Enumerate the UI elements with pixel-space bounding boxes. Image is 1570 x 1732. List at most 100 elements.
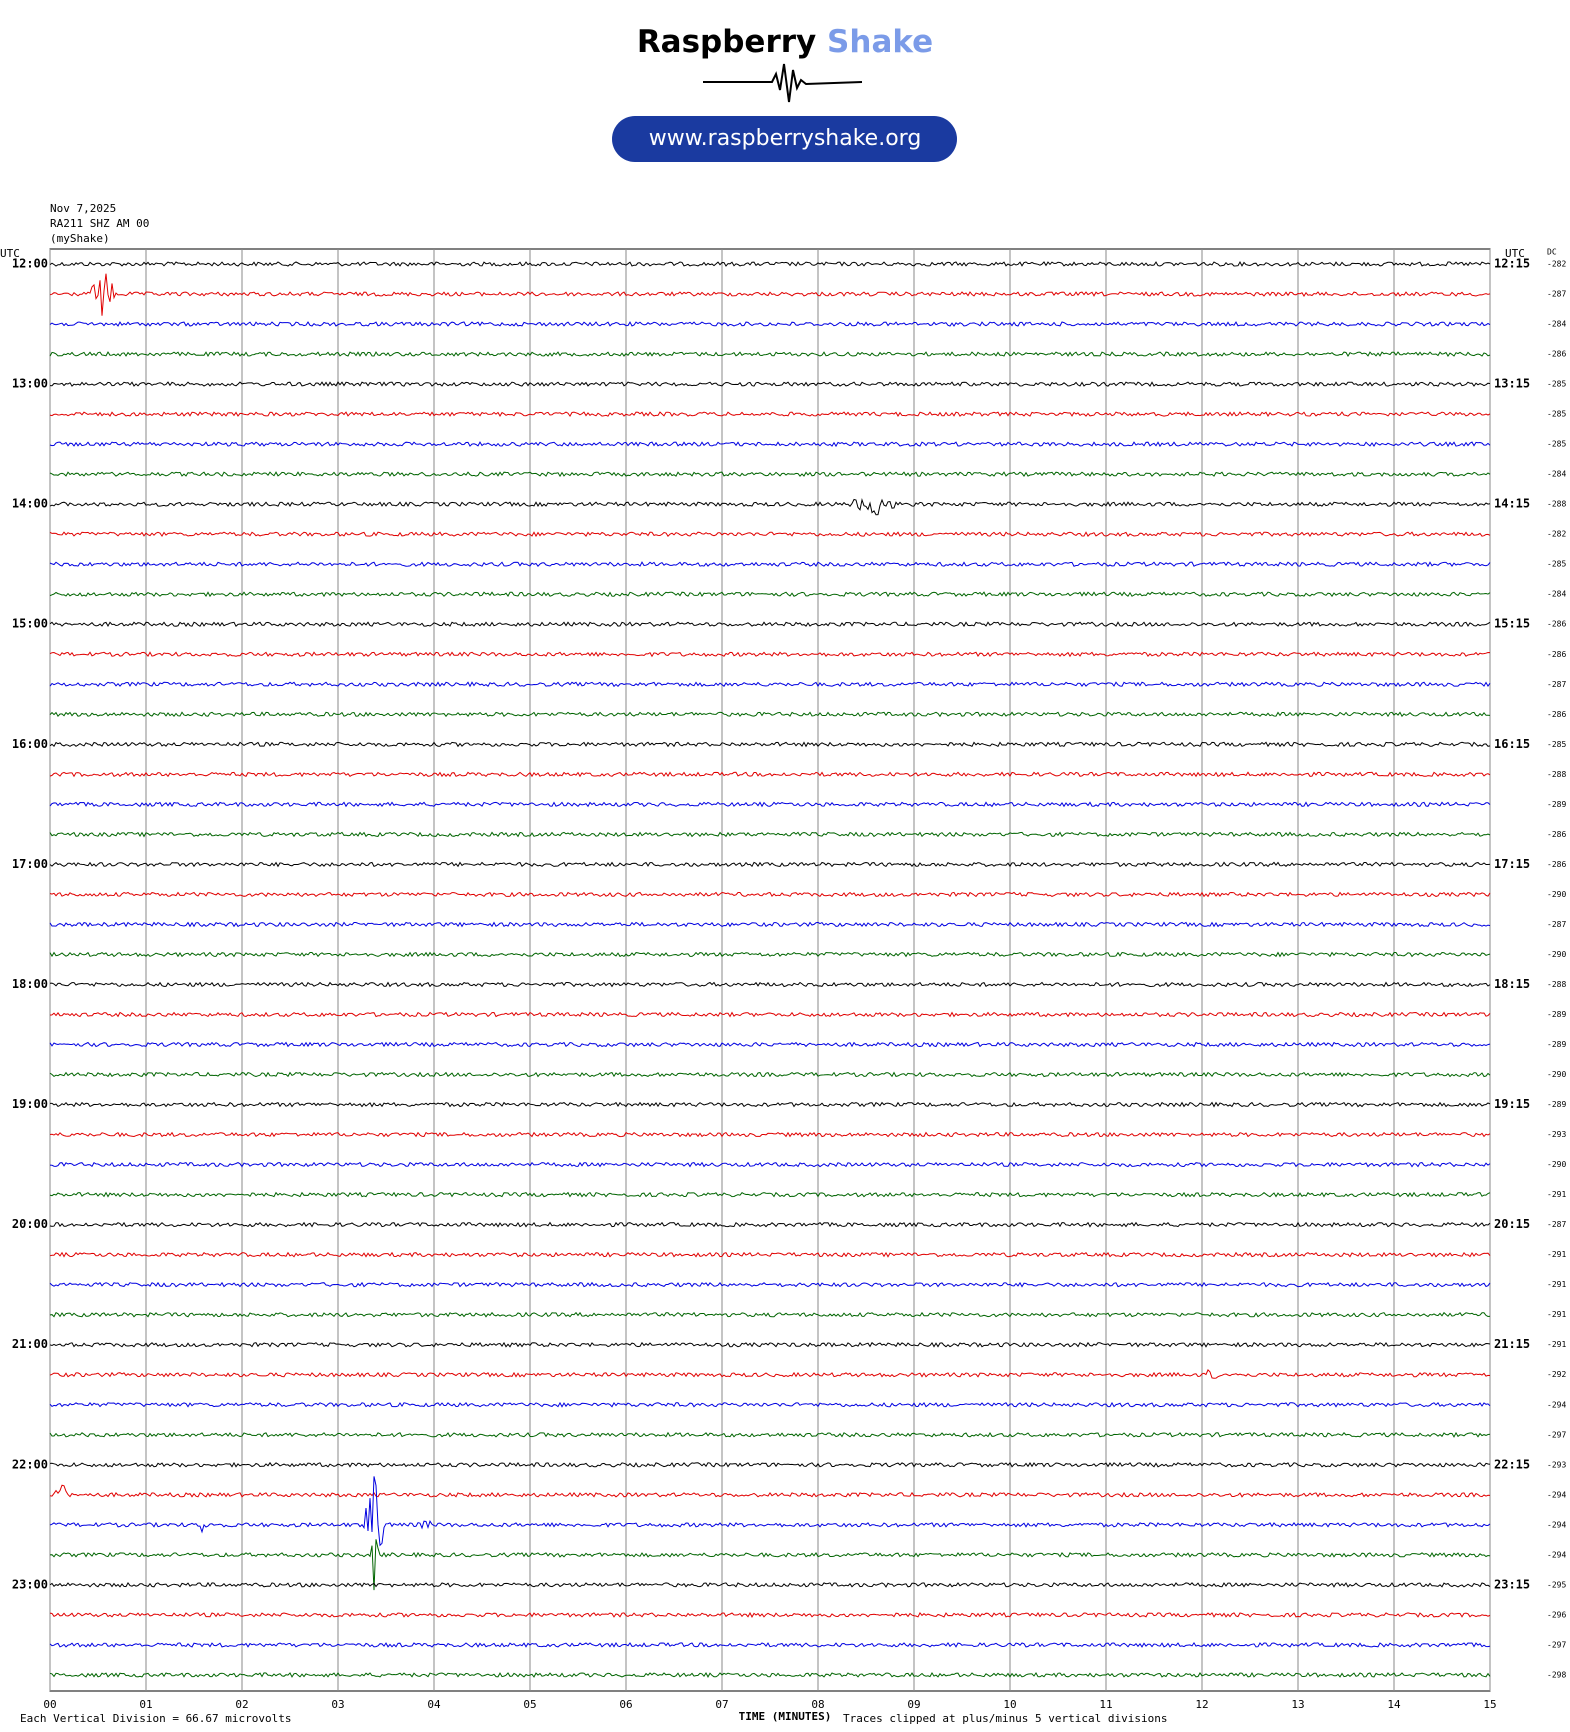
dc-title: DC xyxy=(1547,248,1557,257)
trace xyxy=(49,321,1491,327)
dc-value: -298 xyxy=(1547,1670,1566,1679)
dc-value: -285 xyxy=(1547,440,1566,449)
clip-note: Traces clipped at plus/minus 5 vertical … xyxy=(843,1712,1168,1725)
trace xyxy=(49,681,1491,688)
dc-value: -285 xyxy=(1547,380,1566,389)
hour-label: 15:00 xyxy=(12,617,48,631)
trace xyxy=(49,711,1491,718)
logo-wave xyxy=(703,63,863,103)
trace xyxy=(49,441,1491,448)
dc-value: -288 xyxy=(1547,980,1566,989)
trace xyxy=(49,411,1491,418)
hour-label-right: 12:15 xyxy=(1494,257,1530,271)
hour-label-right: 17:15 xyxy=(1494,857,1530,871)
hour-label-right: 16:15 xyxy=(1494,737,1530,751)
x-tick-label: 02 xyxy=(235,1698,248,1711)
trace xyxy=(49,1341,1491,1348)
trace xyxy=(49,861,1491,868)
trace xyxy=(49,498,1491,516)
hour-label: 18:00 xyxy=(12,977,48,991)
trace xyxy=(49,591,1491,598)
trace xyxy=(49,561,1491,568)
trace xyxy=(49,1461,1491,1468)
dc-value: -295 xyxy=(1547,1580,1566,1589)
trace xyxy=(49,891,1491,898)
hour-label: 20:00 xyxy=(12,1217,48,1231)
url[interactable]: www.raspberryshake.org xyxy=(649,126,922,151)
trace xyxy=(49,1281,1491,1288)
dc-value: -285 xyxy=(1547,410,1566,419)
trace xyxy=(49,1311,1491,1318)
left-axis-title: UTC xyxy=(0,247,20,260)
hour-label-right: 21:15 xyxy=(1494,1337,1530,1351)
dc-value: -286 xyxy=(1547,830,1566,839)
trace xyxy=(49,771,1491,778)
hour-label: 17:00 xyxy=(12,857,48,871)
trace xyxy=(49,1581,1491,1588)
dc-value: -284 xyxy=(1547,590,1566,599)
x-axis-title: TIME (MINUTES) xyxy=(739,1710,832,1723)
hour-label-right: 18:15 xyxy=(1494,977,1530,991)
hour-label: 16:00 xyxy=(12,737,48,751)
trace xyxy=(49,1431,1491,1438)
trace xyxy=(49,981,1491,988)
x-tick-label: 13 xyxy=(1291,1698,1304,1711)
trace xyxy=(49,741,1491,748)
dc-value: -290 xyxy=(1547,1070,1566,1079)
brand: Raspberry Shake xyxy=(637,24,933,60)
hour-label: 22:00 xyxy=(12,1457,48,1471)
hour-label: 13:00 xyxy=(12,377,48,391)
dc-value: -294 xyxy=(1547,1490,1566,1499)
trace xyxy=(49,1041,1491,1048)
url-pill[interactable] xyxy=(612,116,957,162)
dc-value: -297 xyxy=(1547,1430,1566,1439)
trace xyxy=(49,1671,1491,1678)
hour-label-right: 22:15 xyxy=(1494,1457,1530,1471)
dc-value: -294 xyxy=(1547,1520,1566,1529)
dc-value: -287 xyxy=(1547,290,1566,299)
trace xyxy=(49,621,1491,628)
dc-value: -290 xyxy=(1547,1160,1566,1169)
dc-value: -286 xyxy=(1547,710,1566,719)
dc-value: -294 xyxy=(1547,1400,1566,1409)
dc-value: -286 xyxy=(1547,620,1566,629)
dc-value: -286 xyxy=(1547,650,1566,659)
x-tick-label: 07 xyxy=(715,1698,728,1711)
trace xyxy=(49,1071,1491,1078)
x-tick-label: 14 xyxy=(1387,1698,1401,1711)
trace xyxy=(49,1131,1491,1138)
dc-value: -289 xyxy=(1547,1100,1566,1109)
dc-value: -294 xyxy=(1547,1550,1566,1559)
hour-label: 14:00 xyxy=(12,497,48,511)
x-tick-label: 01 xyxy=(139,1698,152,1711)
trace xyxy=(49,471,1491,478)
source: (myShake) xyxy=(50,232,110,245)
x-tick-label: 10 xyxy=(1003,1698,1016,1711)
hour-label: 19:00 xyxy=(12,1097,48,1111)
x-tick-label: 05 xyxy=(523,1698,536,1711)
trace xyxy=(49,1369,1491,1379)
trace xyxy=(50,1101,1491,1108)
x-tick-label: 06 xyxy=(619,1698,632,1711)
trace xyxy=(49,831,1491,838)
dc-value: -293 xyxy=(1547,1130,1566,1139)
plot-frame xyxy=(49,248,1491,1692)
hour-label-right: 15:15 xyxy=(1494,617,1530,631)
scale-note: Each Vertical Division = 66.67 microvolt… xyxy=(20,1712,292,1725)
dc-value: -289 xyxy=(1547,1040,1566,1049)
hour-label-right: 13:15 xyxy=(1494,377,1530,391)
trace xyxy=(49,1191,1491,1198)
trace xyxy=(49,1641,1491,1648)
hour-label-right: 14:15 xyxy=(1494,497,1530,511)
trace xyxy=(49,951,1491,958)
dc-value: -287 xyxy=(1547,920,1566,929)
dc-value: -282 xyxy=(1547,530,1566,539)
x-tick-label: 09 xyxy=(907,1698,920,1711)
trace xyxy=(49,1221,1491,1228)
dc-value: -286 xyxy=(1547,860,1566,869)
dc-value: -284 xyxy=(1547,320,1566,329)
dc-value: -282 xyxy=(1547,260,1566,269)
dc-value: -292 xyxy=(1547,1370,1566,1379)
dc-value: -291 xyxy=(1547,1310,1566,1319)
